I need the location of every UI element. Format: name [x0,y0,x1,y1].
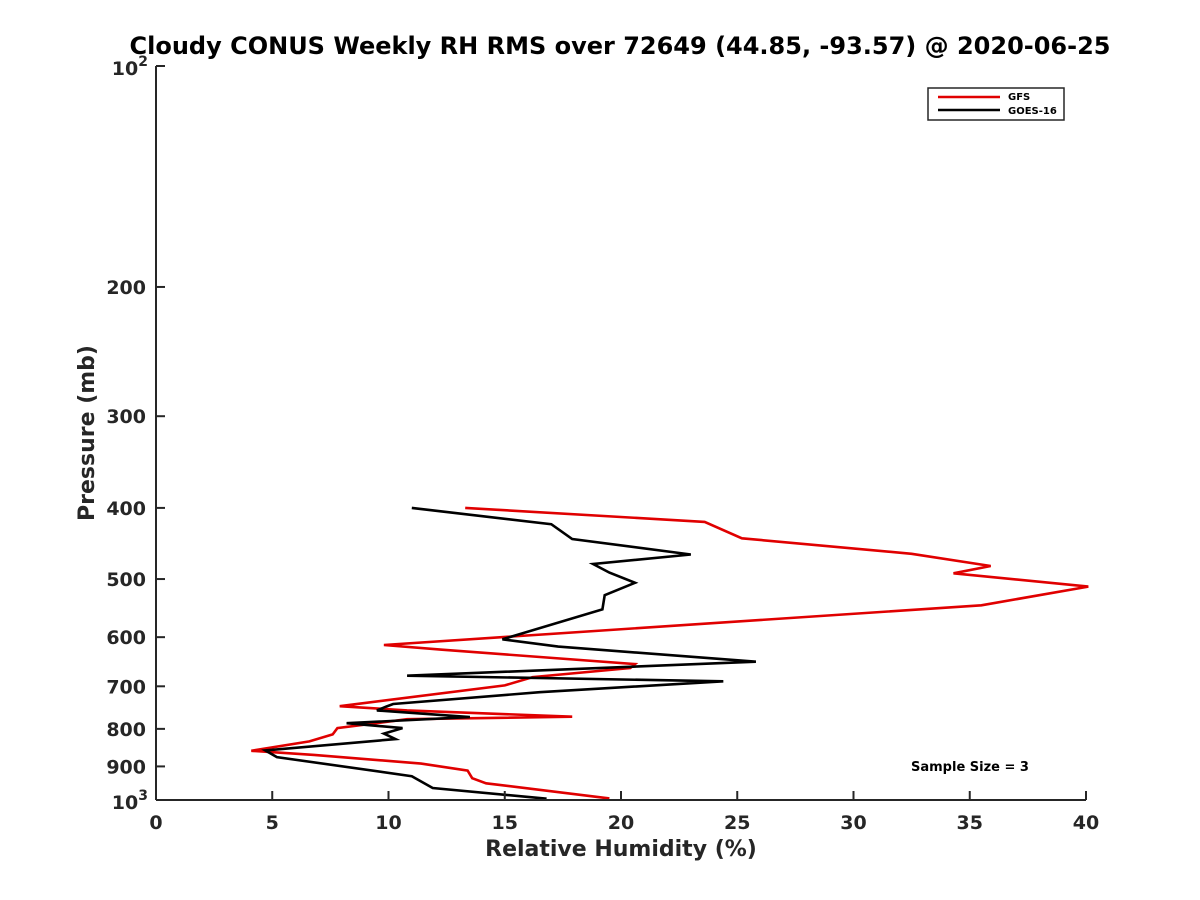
y-tick-base-1000: 10 [112,792,138,814]
y-tick-label-100: 102 [112,54,148,80]
x-tick-label-40: 40 [1073,812,1099,834]
x-tick-label-25: 25 [724,812,750,834]
y-tick-label-800: 800 [106,719,146,741]
legend-label-gfs: GFS [1008,92,1030,103]
y-tick-label-400: 400 [106,498,146,520]
y-tick-exponent-100: 2 [138,54,148,70]
legend: GFS GOES-16 [927,87,1065,121]
y-tick-exponent-1000: 3 [138,788,148,804]
legend-box [927,87,1065,121]
x-tick-label-5: 5 [266,812,279,834]
y-tick-label-900: 900 [106,756,146,778]
x-tick-label-15: 15 [492,812,518,834]
legend-label-goes16: GOES-16 [1008,106,1057,117]
x-tick-label-35: 35 [957,812,983,834]
x-tick-label-10: 10 [375,812,401,834]
x-ticks: 0 5 10 15 20 25 30 35 40 [149,791,1099,834]
series-layer [251,506,1089,800]
x-tick-label-0: 0 [149,812,162,834]
y-tick-label-500: 500 [106,569,146,591]
y-tick-label-300: 300 [106,406,146,428]
y-tick-label-700: 700 [106,676,146,698]
series-line-goes16 [261,506,756,800]
y-axis-label: Pressure (mb) [75,345,100,521]
series-line-gfs [251,506,1089,800]
y-tick-base-100: 10 [112,58,138,80]
x-tick-label-20: 20 [608,812,634,834]
y-tick-label-1000: 103 [112,788,148,814]
y-tick-label-200: 200 [106,277,146,299]
sample-size-annotation: Sample Size = 3 [911,760,1029,775]
chart-title: Cloudy CONUS Weekly RH RMS over 72649 (4… [130,32,1111,60]
x-tick-label-30: 30 [840,812,866,834]
y-tick-label-600: 600 [106,627,146,649]
x-axis-label: Relative Humidity (%) [485,837,757,862]
